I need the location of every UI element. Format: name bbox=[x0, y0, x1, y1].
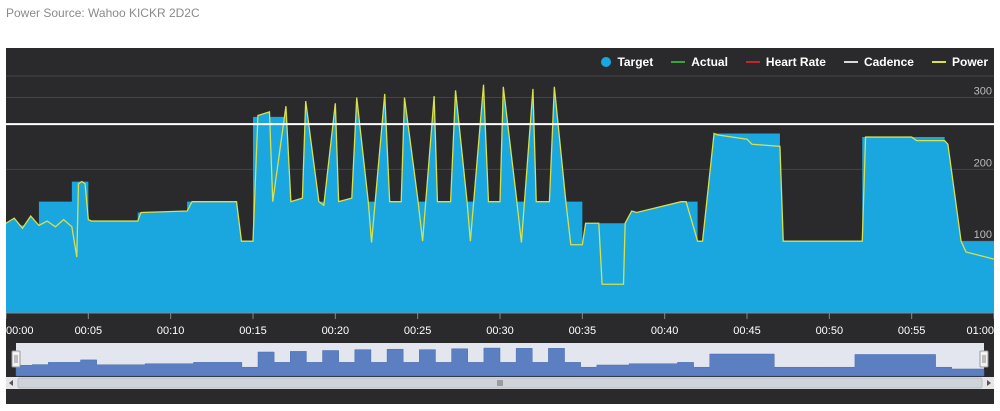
x-tick-label: 00:20 bbox=[322, 325, 350, 337]
legend-item-actual[interactable]: Actual bbox=[671, 55, 728, 69]
y-tick-label: 200 bbox=[974, 157, 992, 169]
legend-symbol-cadence bbox=[843, 61, 858, 63]
legend-item-cadence[interactable]: Cadence bbox=[843, 55, 914, 69]
navigator-right-handle[interactable] bbox=[979, 350, 989, 368]
plot-area bbox=[6, 84, 994, 313]
legend-item-heart-rate[interactable]: Heart Rate bbox=[745, 55, 826, 69]
legend-label: Heart Rate bbox=[765, 55, 826, 69]
legend-item-power[interactable]: Power bbox=[931, 55, 988, 69]
series-power-line bbox=[6, 84, 994, 285]
x-tick-label: 00:15 bbox=[239, 325, 267, 337]
x-tick-label: 00:00 bbox=[6, 325, 34, 337]
y-tick-label: 300 bbox=[974, 86, 992, 98]
x-tick-label: 00:05 bbox=[75, 325, 103, 337]
legend-symbol-power bbox=[931, 61, 946, 63]
scroll-left-arrow-icon[interactable] bbox=[9, 380, 13, 386]
power-source-label: Power Source: Wahoo KICKR 2D2C bbox=[6, 6, 200, 20]
legend-symbol-target bbox=[601, 57, 612, 67]
x-tick-label: 00:50 bbox=[816, 325, 844, 337]
legend-symbol-heart-rate bbox=[745, 61, 760, 63]
legend-label: Cadence bbox=[863, 55, 914, 69]
chart-canvas: 100 200 300 00:00 00:05 00:10 00:15 00:20 00:25… bbox=[6, 75, 994, 389]
navigator-left-handle[interactable] bbox=[11, 350, 21, 368]
navigator-series-area bbox=[15, 347, 985, 377]
x-tick-label: 00:25 bbox=[404, 325, 432, 337]
x-tick-label: 00:45 bbox=[733, 325, 761, 337]
x-tick-label: 00:55 bbox=[898, 325, 926, 337]
x-tick-label: 00:40 bbox=[651, 325, 679, 337]
x-tick-label: 00:10 bbox=[157, 325, 185, 337]
scroll-right-arrow-icon[interactable] bbox=[987, 380, 991, 386]
x-tick-label: 01:00 bbox=[966, 325, 994, 337]
legend-label: Target bbox=[617, 55, 654, 69]
x-axis: 00:00 00:05 00:10 00:15 00:20 00:25 00:30 00:35… bbox=[6, 312, 994, 337]
workout-chart: 100 200 300 00:00 00:05 00:10 00:15 00:20 00:25… bbox=[6, 48, 994, 404]
y-tick-label: 100 bbox=[974, 229, 992, 241]
chart-legend: Target Actual Heart Rate Cadence Power bbox=[601, 55, 988, 69]
range-navigator[interactable] bbox=[6, 343, 994, 389]
x-tick-label: 00:35 bbox=[569, 325, 597, 337]
series-power-area bbox=[6, 84, 994, 313]
legend-item-target[interactable]: Target bbox=[601, 55, 653, 69]
y-axis-labels: 100 200 300 bbox=[974, 86, 992, 242]
legend-label: Power bbox=[951, 55, 988, 69]
legend-label: Actual bbox=[691, 55, 728, 69]
legend-symbol-actual bbox=[671, 61, 686, 63]
x-tick-label: 00:30 bbox=[486, 325, 514, 337]
